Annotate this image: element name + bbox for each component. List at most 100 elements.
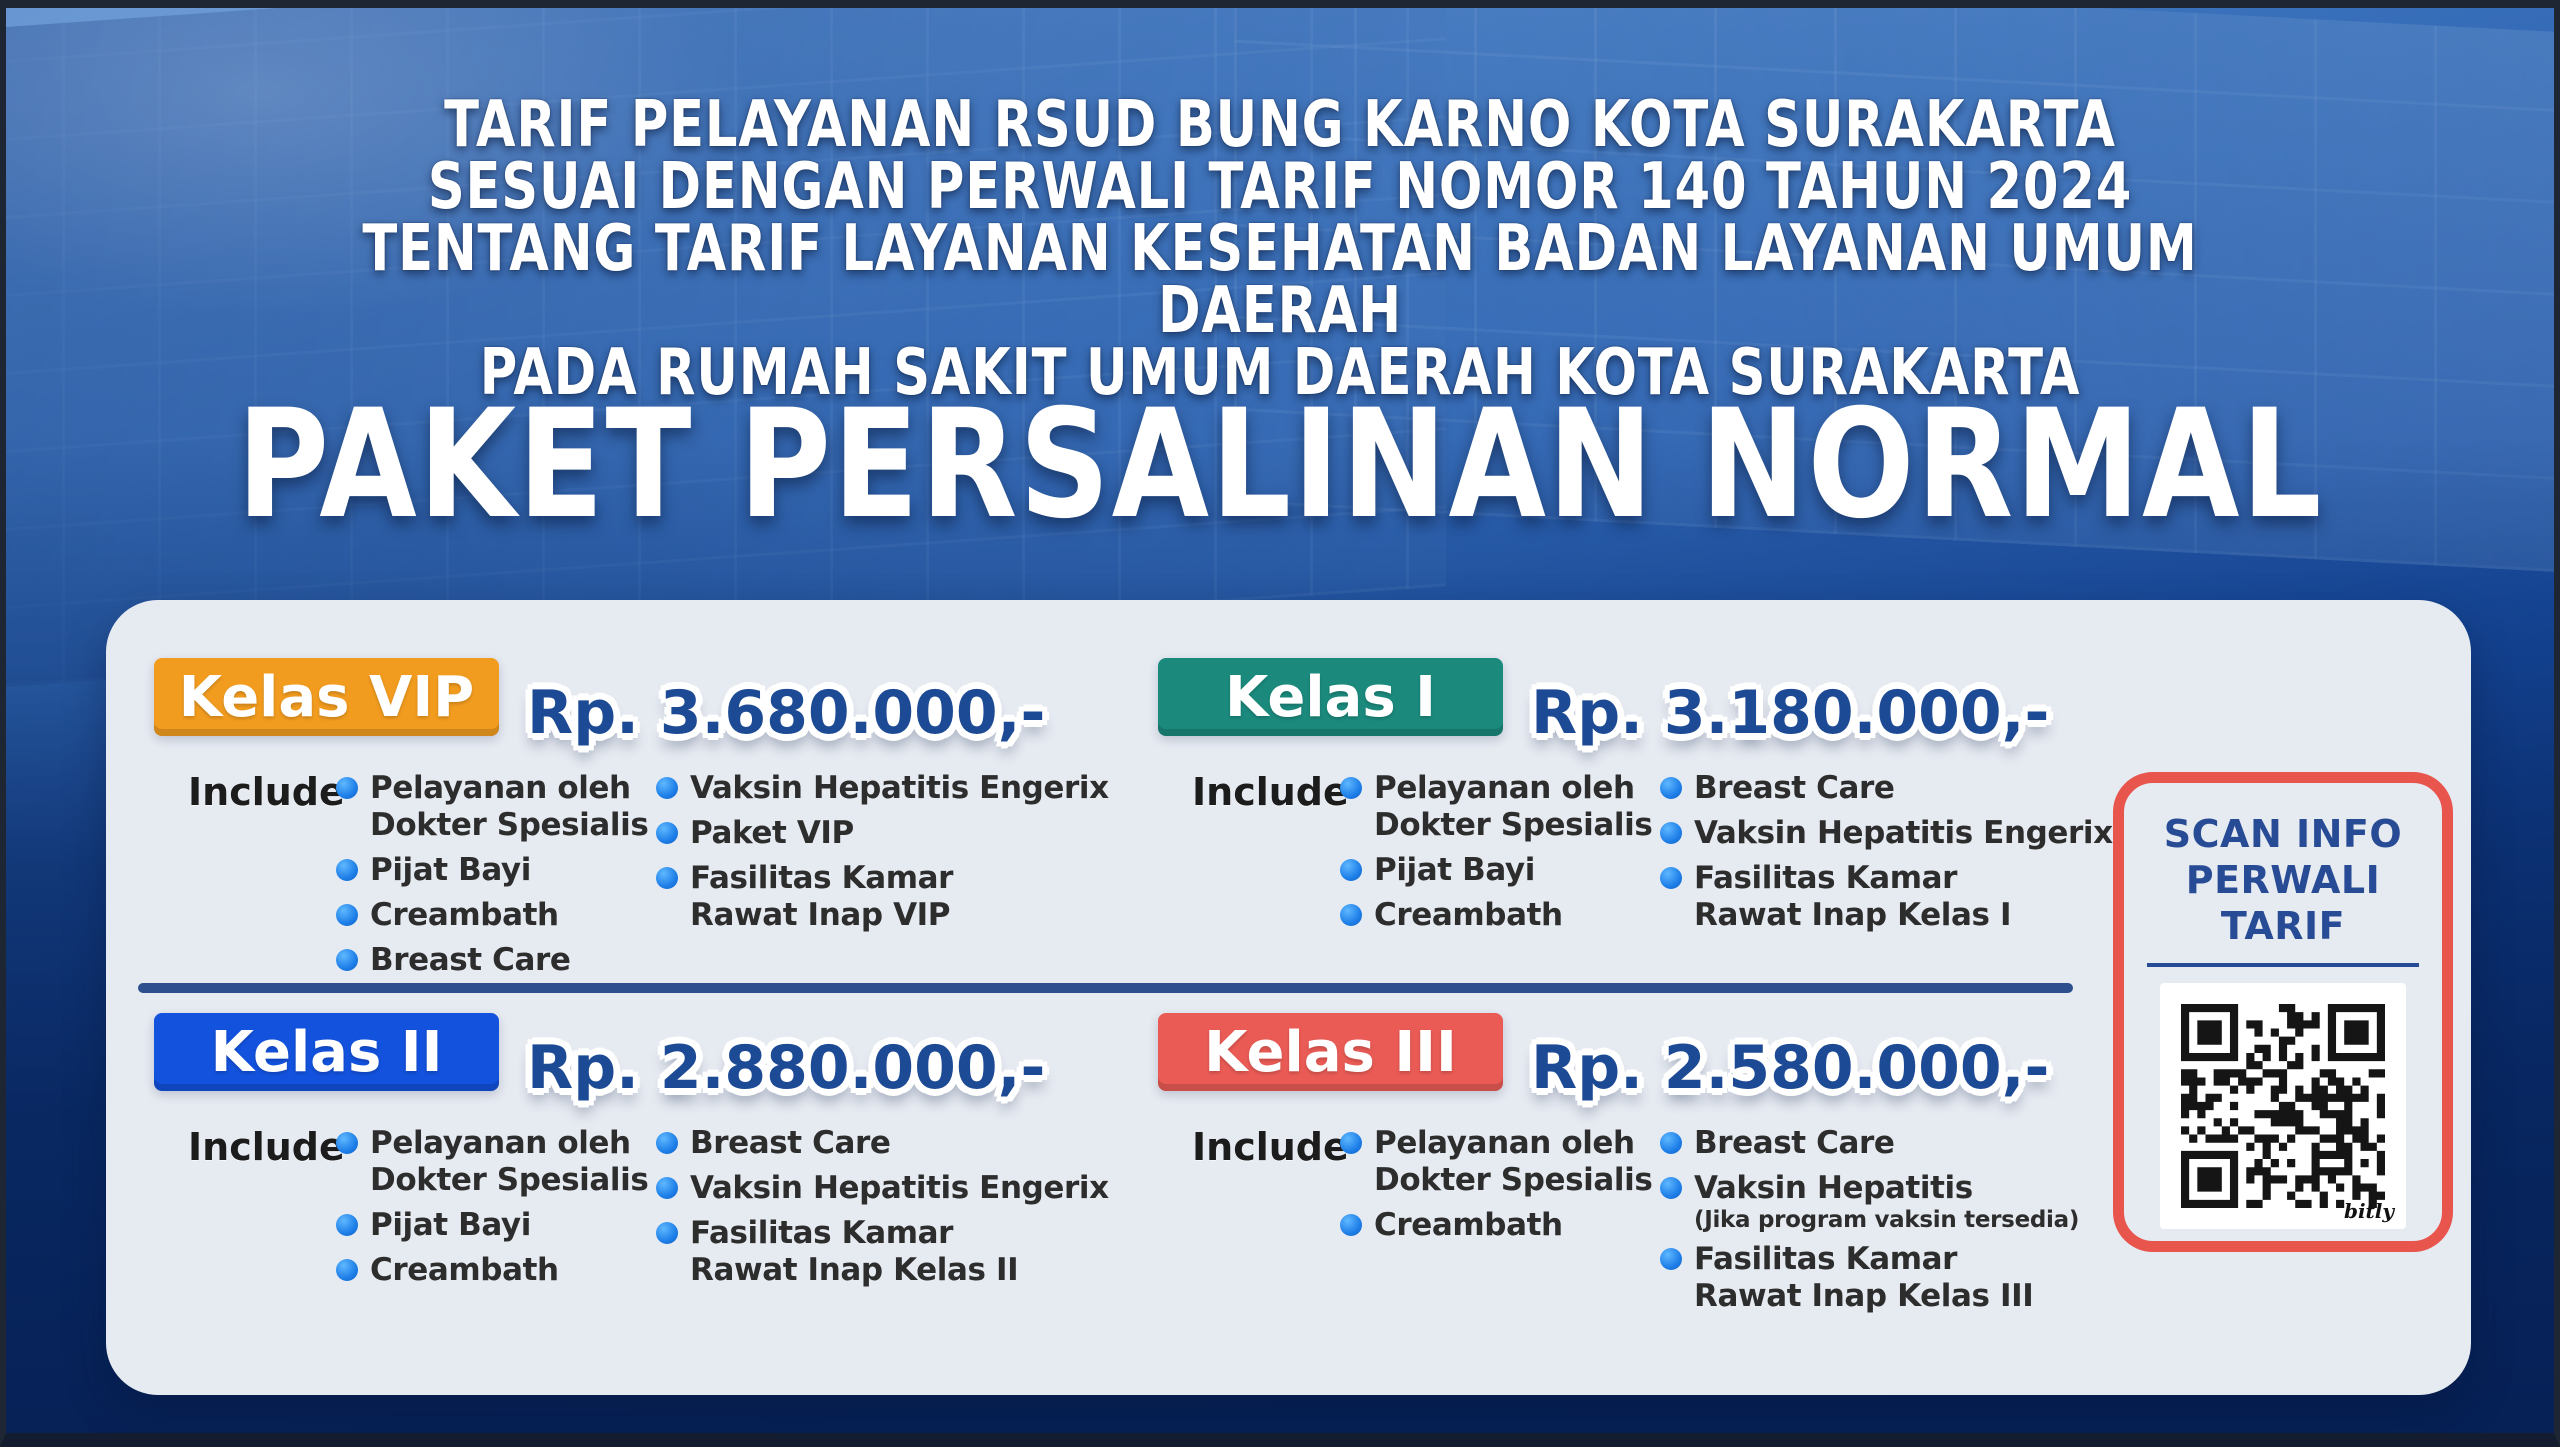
bullet-icon [1660, 1177, 1682, 1199]
item-text: Fasilitas Kamar Rawat Inap Kelas III [1694, 1241, 2034, 1314]
item-text-wrap: Breast Care [690, 1125, 891, 1162]
item-text: Vaksin Hepatitis Engerix [1694, 815, 2113, 851]
item-text-wrap: Pelayanan oleh Dokter Spesialis [370, 770, 649, 844]
item-text-wrap: Fasilitas Kamar Rawat Inap Kelas III [1694, 1241, 2034, 1315]
item-text: Vaksin Hepatitis [1694, 1170, 1973, 1206]
bullet-icon [1340, 777, 1362, 799]
package-kelas-i: Kelas I Rp. 3.180.000,- Include Pelayanan o… [1158, 658, 2158, 942]
price-label: Rp. 2.580.000,- [1531, 1033, 2050, 1103]
item-text-wrap: Vaksin Hepatitis Engerix [690, 1170, 1109, 1207]
item-text: Pelayanan oleh Dokter Spesialis [370, 770, 649, 843]
package-kelas-vip: Kelas VIP Rp. 3.680.000,- Include Pelayanan… [154, 658, 1154, 987]
include-label: Include [1192, 770, 1349, 814]
package-header-row: Kelas III Rp. 2.580.000,- [1158, 1013, 2158, 1107]
package-item: Pijat Bayi [1340, 852, 1660, 889]
item-text-wrap: Paket VIP [690, 815, 854, 852]
package-header-row: Kelas VIP Rp. 3.680.000,- [154, 658, 1154, 752]
item-text: Creambath [1374, 1207, 1563, 1243]
qr-brand-label: bitly [2343, 1199, 2394, 1223]
qr-title-underline [2147, 963, 2419, 967]
package-item: Creambath [336, 1252, 656, 1289]
package-item: Vaksin Hepatitis Engerix [1660, 815, 2158, 852]
bullet-icon [336, 777, 358, 799]
item-text: Breast Care [1694, 770, 1895, 806]
include-column: Pelayanan oleh Dokter Spesialis Pijat Bayi… [336, 770, 656, 987]
item-text-wrap: Breast Care [1694, 770, 1895, 807]
item-text: Vaksin Hepatitis Engerix [690, 770, 1109, 806]
package-item: Breast Care [1660, 770, 2158, 807]
include-column: Pelayanan oleh Dokter Spesialis Pijat Bayi… [1340, 770, 1660, 942]
include-column: Breast Care Vaksin Hepatitis (Jika program… [1660, 1125, 2158, 1323]
item-text-wrap: Fasilitas Kamar Rawat Inap VIP [690, 860, 953, 934]
item-text-wrap: Breast Care [370, 942, 571, 979]
item-text: Pelayanan oleh Dokter Spesialis [1374, 770, 1653, 843]
include-row: Include Pelayanan oleh Dokter Spesialis Pij… [1158, 770, 2158, 942]
item-text-wrap: Pijat Bayi [370, 852, 531, 889]
package-item: Vaksin Hepatitis (Jika program vaksin ter… [1660, 1170, 2158, 1233]
bullet-icon [336, 859, 358, 881]
package-item: Breast Care [1660, 1125, 2158, 1162]
bullet-icon [336, 1259, 358, 1281]
class-badge: Kelas II [154, 1013, 499, 1091]
bullet-icon [1340, 1214, 1362, 1236]
package-item: Vaksin Hepatitis Engerix [656, 770, 1154, 807]
item-text: Fasilitas Kamar Rawat Inap Kelas II [690, 1215, 1019, 1288]
package-item: Creambath [336, 897, 656, 934]
include-column: Vaksin Hepatitis Engerix Paket VIP Fasilit… [656, 770, 1154, 987]
package-item: Creambath [1340, 897, 1660, 934]
package-header-row: Kelas II Rp. 2.880.000,- [154, 1013, 1154, 1107]
item-text: Pijat Bayi [370, 1207, 531, 1243]
package-item: Breast Care [336, 942, 656, 979]
bullet-icon [1660, 1248, 1682, 1270]
include-label: Include [188, 770, 345, 814]
item-text-wrap: Creambath [1374, 1207, 1563, 1244]
bullet-icon [1660, 867, 1682, 889]
item-text: Pelayanan oleh Dokter Spesialis [1374, 1125, 1653, 1198]
bullet-icon [336, 949, 358, 971]
package-item: Creambath [1340, 1207, 1660, 1244]
package-item: Fasilitas Kamar Rawat Inap VIP [656, 860, 1154, 934]
bullet-icon [336, 1214, 358, 1236]
item-text: Breast Care [1694, 1125, 1895, 1161]
class-badge: Kelas I [1158, 658, 1503, 736]
item-text-wrap: Vaksin Hepatitis (Jika program vaksin ter… [1694, 1170, 2079, 1233]
bullet-icon [1660, 777, 1682, 799]
qr-panel: SCAN INFO PERWALI TARIF bitly [2113, 772, 2453, 1252]
package-item: Paket VIP [656, 815, 1154, 852]
include-label: Include [188, 1125, 345, 1169]
package-item: Pelayanan oleh Dokter Spesialis [336, 1125, 656, 1199]
package-item: Pelayanan oleh Dokter Spesialis [336, 770, 656, 844]
price-label: Rp. 3.680.000,- [527, 678, 1046, 748]
package-item: Pelayanan oleh Dokter Spesialis [1340, 770, 1660, 844]
item-text: Breast Care [690, 1125, 891, 1161]
package-item: Breast Care [656, 1125, 1154, 1162]
item-text-wrap: Pijat Bayi [370, 1207, 531, 1244]
bullet-icon [656, 777, 678, 799]
price-label: Rp. 2.880.000,- [527, 1033, 1046, 1103]
include-row: Include Pelayanan oleh Dokter Spesialis Pij… [154, 770, 1154, 987]
price-label: Rp. 3.180.000,- [1531, 678, 2050, 748]
bullet-icon [1660, 1132, 1682, 1154]
item-text: Pelayanan oleh Dokter Spesialis [370, 1125, 649, 1198]
divider-line [138, 983, 2073, 993]
bullet-icon [1340, 859, 1362, 881]
qr-panel-title-line1: SCAN INFO [2163, 812, 2403, 856]
package-item: Pijat Bayi [336, 1207, 656, 1244]
package-item: Fasilitas Kamar Rawat Inap Kelas III [1660, 1241, 2158, 1315]
item-text: Creambath [370, 897, 559, 933]
include-column: Breast Care Vaksin Hepatitis Engerix Fasil… [656, 1125, 1154, 1297]
item-text-wrap: Pelayanan oleh Dokter Spesialis [1374, 770, 1653, 844]
header-line: PADA RUMAH SAKIT UMUM DAERAH KOTA SURAKA… [479, 336, 2081, 410]
item-text: Creambath [370, 1252, 559, 1288]
bullet-icon [1340, 1132, 1362, 1154]
bullet-icon [336, 1132, 358, 1154]
header-line: TARIF PELAYANAN RSUD BUNG KARNO KOTA SUR… [444, 88, 2116, 162]
package-header-row: Kelas I Rp. 3.180.000,- [1158, 658, 2158, 752]
item-text-wrap: Pelayanan oleh Dokter Spesialis [1374, 1125, 1653, 1199]
bullet-icon [1660, 822, 1682, 844]
item-text-wrap: Pelayanan oleh Dokter Spesialis [370, 1125, 649, 1199]
item-text-wrap: Creambath [1374, 897, 1563, 934]
item-text: Vaksin Hepatitis Engerix [690, 1170, 1109, 1206]
item-text: Pijat Bayi [1374, 852, 1535, 888]
item-text-wrap: Pijat Bayi [1374, 852, 1535, 889]
